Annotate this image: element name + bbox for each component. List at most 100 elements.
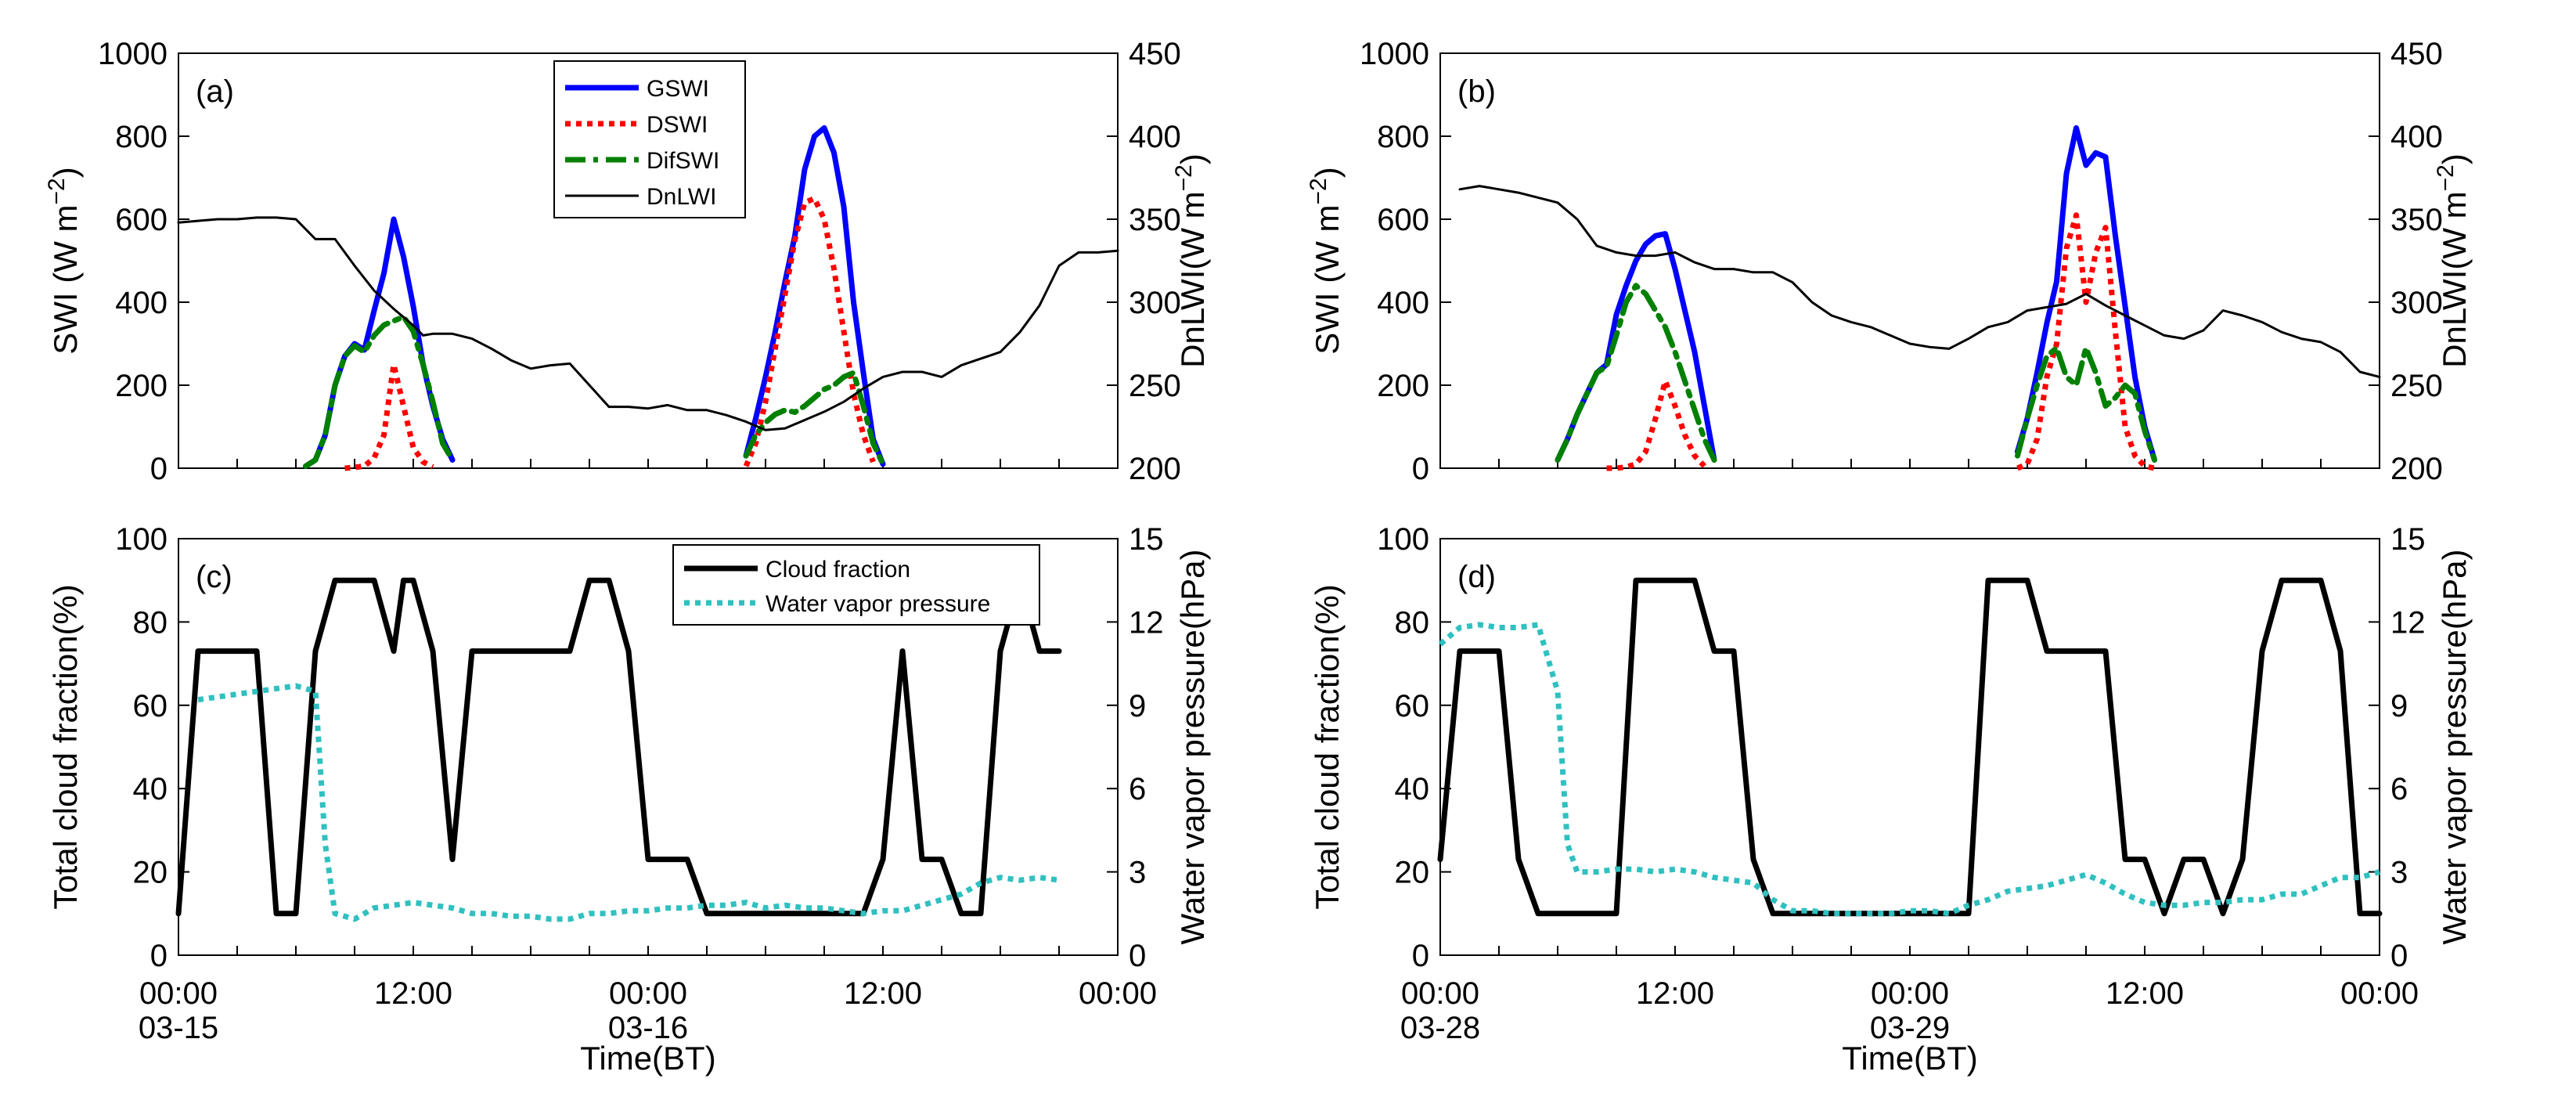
ytick-left-label: 60 — [133, 689, 168, 723]
ytick-right-label: 450 — [1129, 37, 1181, 71]
date-label: 03-15 — [139, 1011, 218, 1045]
ytick-left-label: 20 — [133, 856, 168, 890]
series-line-difswi-day2 — [2015, 344, 2157, 463]
ytick-right-label: 300 — [2390, 286, 2443, 320]
ytick-left-label: 0 — [150, 939, 168, 973]
y-axis-label-right: DnLWI(W m−2) — [2433, 153, 2473, 368]
xtick-label: 00:00 — [139, 976, 218, 1011]
date-label: 03-29 — [1870, 1011, 1950, 1045]
series-line-dswi-day2 — [2016, 212, 2156, 471]
legend-label: DnLWI — [647, 184, 716, 210]
ytick-left-label: 800 — [1377, 120, 1429, 154]
legend-label: DSWI — [647, 112, 708, 138]
date-label: 03-16 — [608, 1011, 688, 1045]
xtick-label: 00:00 — [1871, 976, 1949, 1011]
xtick-label: 12:00 — [2106, 976, 2184, 1011]
xtick-label: 12:00 — [1636, 976, 1714, 1011]
ytick-right-label: 200 — [1129, 452, 1181, 486]
series-line-dswi — [1606, 378, 1707, 471]
y-axis-label-right: DnLWI(W m−2) — [1171, 153, 1211, 368]
ytick-right-label: 0 — [1129, 939, 1146, 973]
ytick-left-label: 0 — [1412, 452, 1429, 486]
legend-label: DifSWI — [647, 148, 719, 174]
date-label: 03-28 — [1400, 1011, 1480, 1045]
ytick-right-label: 15 — [2390, 522, 2426, 557]
ytick-right-label: 12 — [1129, 605, 1164, 640]
ytick-left-label: 100 — [115, 522, 168, 557]
panel-c: 0 20 40 60 80 100 0 3 6 9 12 15 00:00 12:00 00:00 12:00… — [47, 522, 1211, 1077]
ytick-right-label: 15 — [1129, 522, 1164, 557]
ytick-left-label: 800 — [115, 120, 168, 154]
x-axis-label: Time(BT) — [580, 1040, 715, 1077]
ytick-right-label: 12 — [2390, 605, 2426, 640]
ytick-left-label: 1000 — [98, 37, 168, 71]
panel-a: 0 200 400 600 800 1000 200 250 300 350 400 450 SWI (… — [44, 37, 1211, 486]
series-line-dswi — [344, 362, 434, 471]
ytick-left-label: 100 — [1377, 522, 1429, 557]
ytick-left-label: 600 — [115, 203, 168, 237]
panel-label: (b) — [1457, 74, 1496, 109]
y-axis-label-right: Water vapor pressure(hPa) — [2436, 550, 2473, 945]
series-line-gswi — [1555, 231, 1717, 463]
ytick-left-label: 40 — [1395, 772, 1430, 806]
series-line-water-vapor-pressure — [1438, 622, 2380, 917]
ytick-right-label: 400 — [1129, 120, 1181, 154]
ytick-right-label: 250 — [1129, 369, 1181, 403]
series-line-difswi-day2 — [743, 370, 886, 467]
series-line-dswi-day2 — [743, 196, 876, 467]
series-line-dnlwi — [1458, 185, 2381, 378]
ytick-left-label: 20 — [1395, 856, 1430, 890]
legend-label: Cloud fraction — [766, 557, 910, 583]
xtick-label: 00:00 — [2340, 976, 2419, 1011]
legend-label: GSWI — [647, 76, 709, 102]
ytick-right-label: 6 — [1129, 772, 1146, 806]
xtick-label: 12:00 — [374, 976, 452, 1011]
panel-d: 0 20 40 60 80 100 0 3 6 9 12 15 00:00 12:00 00:00 12:00… — [1309, 522, 2473, 1077]
ytick-right-label: 9 — [2390, 689, 2408, 723]
xtick-label: 00:00 — [609, 976, 687, 1011]
ytick-right-label: 9 — [1129, 689, 1146, 723]
y-axis-label-right: Water vapor pressure(hPa) — [1174, 550, 1211, 945]
ytick-right-label: 400 — [2390, 120, 2443, 154]
ytick-left-label: 400 — [1377, 286, 1429, 320]
series-line-gswi-day2 — [2015, 124, 2157, 463]
ytick-right-label: 350 — [2390, 203, 2443, 237]
xtick-label: 00:00 — [1401, 976, 1479, 1011]
plot-frame — [1439, 538, 2380, 956]
series-line-cloud-fraction — [175, 577, 1062, 917]
ytick-right-label: 6 — [2390, 772, 2408, 806]
panel-label: (c) — [196, 560, 232, 594]
ytick-right-label: 3 — [2390, 856, 2408, 890]
ytick-left-label: 1000 — [1360, 37, 1429, 71]
ytick-right-label: 0 — [2390, 939, 2408, 973]
panel-b: 0 200 400 600 800 1000 200 250 300 350 400 450 SWI (… — [1306, 37, 2473, 486]
legend-box — [672, 544, 1040, 626]
ytick-left-label: 200 — [115, 369, 168, 403]
ytick-right-label: 350 — [1129, 203, 1181, 237]
ytick-right-label: 200 — [2390, 452, 2443, 486]
ytick-left-label: 0 — [1412, 939, 1429, 973]
ytick-left-label: 400 — [115, 286, 168, 320]
x-axis-label: Time(BT) — [1842, 1040, 1977, 1077]
y-axis-label-left: SWI (W m−2) — [44, 167, 84, 355]
ytick-left-label: 80 — [1395, 605, 1430, 640]
series-line-dnlwi — [177, 216, 1119, 431]
series-line-cloud-fraction — [1437, 577, 2383, 917]
series-line-water-vapor-pressure — [197, 683, 1060, 922]
series-line-gswi-day2 — [743, 124, 886, 467]
xtick-label: 12:00 — [844, 976, 922, 1011]
y-axis-label-left: SWI (W m−2) — [1306, 167, 1346, 355]
ytick-left-label: 80 — [133, 605, 168, 640]
y-axis-label-left: Total cloud fraction(%) — [1309, 584, 1346, 910]
panel-label: (d) — [1457, 560, 1496, 594]
series-line-difswi — [303, 314, 456, 469]
y-axis-label-left: Total cloud fraction(%) — [47, 584, 84, 910]
ytick-left-label: 40 — [133, 772, 168, 806]
ytick-right-label: 250 — [2390, 369, 2443, 403]
ytick-left-label: 0 — [150, 452, 168, 486]
series-line-difswi — [1555, 283, 1717, 463]
xtick-label: 00:00 — [1079, 976, 1157, 1011]
legend-label: Water vapor pressure — [766, 591, 990, 617]
ytick-left-label: 60 — [1395, 689, 1430, 723]
